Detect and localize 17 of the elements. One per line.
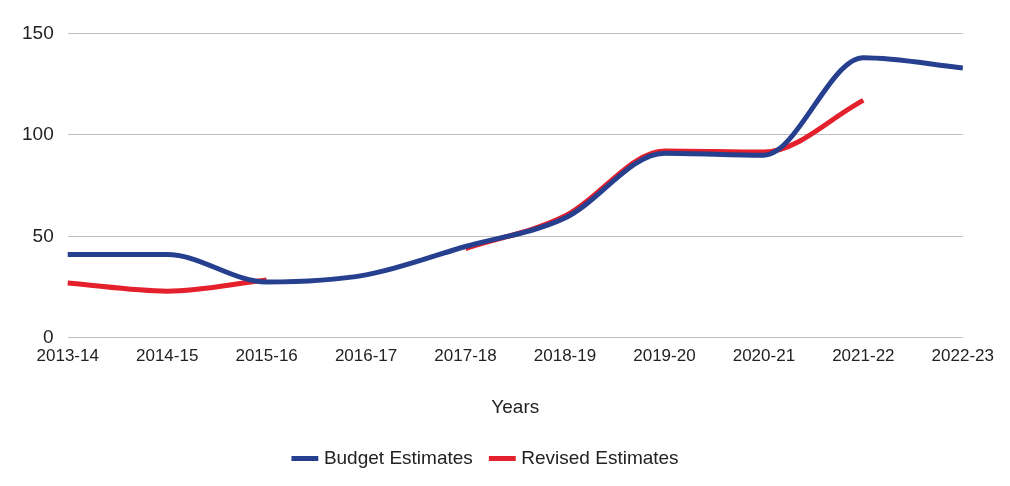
x-axis-title: Years (491, 395, 540, 417)
x-tick-label: 2014-15 (135, 345, 199, 365)
x-tick-label: 2016-17 (334, 345, 398, 365)
legend-label: Revised Estimates (521, 446, 679, 468)
y-tick-label: 0 (43, 326, 54, 348)
y-tick-label: 100 (22, 123, 54, 145)
x-tick-label: 2015-16 (235, 345, 298, 365)
legend-label: Budget Estimates (323, 446, 473, 468)
x-tick-label: 2013-14 (36, 345, 99, 365)
y-tick-label: 150 (22, 21, 54, 43)
x-tick-label: 2017-18 (434, 345, 497, 365)
x-tick-label: 2020-21 (732, 345, 796, 365)
y-tick-label: 50 (32, 224, 54, 246)
x-tick-label: 2018-19 (533, 345, 597, 365)
x-tick-label: 2019-20 (633, 345, 696, 365)
x-tick-label: 2022-23 (931, 345, 994, 365)
x-tick-label: 2021-22 (832, 345, 895, 365)
